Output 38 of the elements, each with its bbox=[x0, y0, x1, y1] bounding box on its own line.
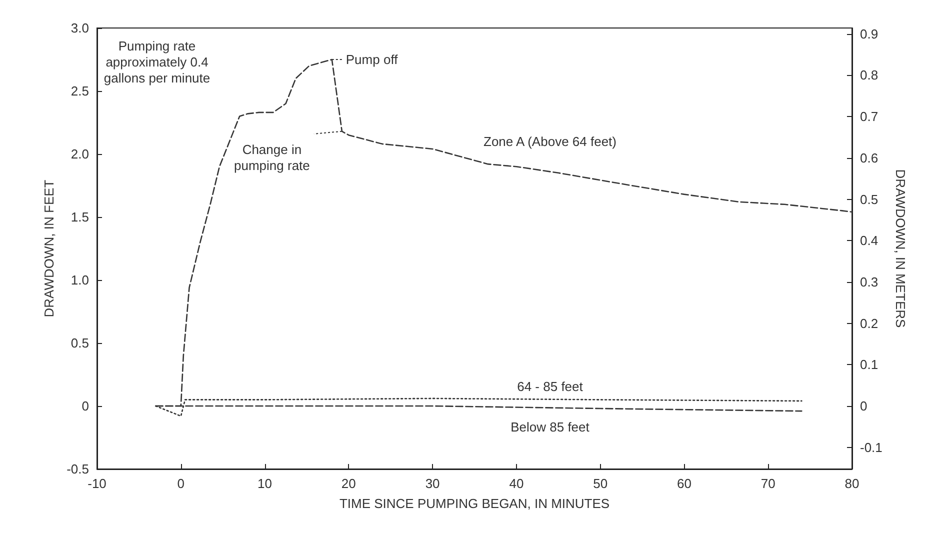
y-tick-label: 0 bbox=[82, 398, 89, 414]
y2-tick-label: 0.7 bbox=[860, 109, 878, 124]
y2-tick-label: 0.5 bbox=[860, 192, 878, 207]
y-tick-label: 3.0 bbox=[70, 20, 89, 36]
y2-tick-label: 0.6 bbox=[860, 150, 878, 166]
x-tick-label: 20 bbox=[341, 476, 356, 491]
y2-tick-label: 0.1 bbox=[860, 357, 878, 372]
y2-tick-label: 0 bbox=[860, 398, 868, 414]
y2-tick-label: 0.4 bbox=[860, 233, 878, 248]
y-tick-label: 2.0 bbox=[70, 146, 89, 162]
x-tick-label: 70 bbox=[760, 476, 776, 491]
y-tick-label: 1.5 bbox=[70, 210, 89, 224]
x-tick-label: 50 bbox=[593, 476, 608, 491]
x-tick-label: -10 bbox=[88, 476, 106, 491]
series-label: 64 - 85 feet bbox=[517, 378, 584, 394]
annotation: Pumping rate approximately 0.4 gallons per minute bbox=[104, 38, 210, 86]
x-axis-title: TIME SINCE PUMPING BEGAN, IN MINUTES bbox=[339, 496, 610, 511]
x-tick-label: 30 bbox=[425, 476, 440, 491]
y2-tick-label: 0.2 bbox=[860, 316, 878, 331]
y2-tick-label: -0.1 bbox=[860, 440, 882, 455]
y2-tick-label: 0.9 bbox=[860, 26, 878, 42]
x-tick-label: 40 bbox=[509, 476, 524, 491]
y-tick-label: 0.5 bbox=[70, 336, 89, 350]
x-tick-label: 0 bbox=[177, 476, 185, 491]
y-axis-title: DRAWDOWN, IN FEET bbox=[42, 180, 57, 318]
annotation: Change in pumping rate bbox=[234, 142, 310, 173]
annotation: Pump off bbox=[346, 52, 398, 67]
y2-axis-title: DRAWDOWN, IN METERS bbox=[893, 169, 908, 328]
series-label: Zone A (Above 64 feet) bbox=[484, 134, 616, 150]
x-tick-label: 80 bbox=[844, 476, 860, 491]
y-tick-label: 1.0 bbox=[70, 272, 89, 288]
y2-tick-label: 0.3 bbox=[860, 274, 878, 290]
x-tick-label: 60 bbox=[676, 476, 692, 491]
y-tick-label: -0.5 bbox=[66, 462, 89, 476]
series-label: Below 85 feet bbox=[510, 419, 590, 434]
x-tick-label: 10 bbox=[258, 476, 272, 491]
y-tick-label: 2.5 bbox=[70, 84, 89, 98]
y2-tick-label: 0.8 bbox=[860, 68, 878, 83]
